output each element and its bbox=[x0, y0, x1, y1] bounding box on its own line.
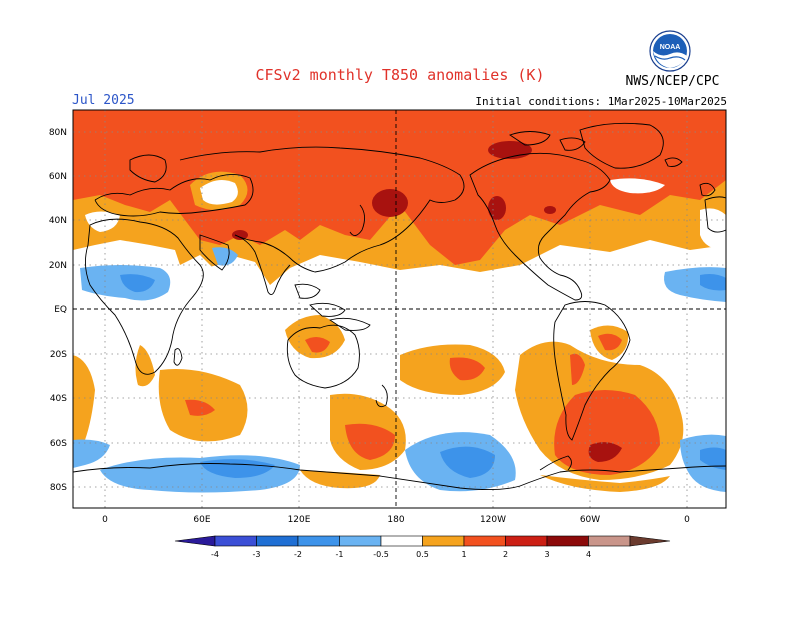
lon-label: 120E bbox=[288, 515, 311, 525]
svg-text:NOAA: NOAA bbox=[660, 44, 681, 51]
warm-region-north-strong bbox=[73, 110, 726, 265]
legend-swatch bbox=[174, 535, 216, 547]
lat-label: 60N bbox=[49, 172, 67, 182]
lat-label: 20S bbox=[50, 350, 67, 360]
warm-region-south-atlantic-strong bbox=[554, 390, 660, 475]
lat-label: 20N bbox=[49, 261, 67, 271]
legend-tick-label: -0.5 bbox=[373, 550, 389, 559]
legend-tick-label: 3 bbox=[544, 550, 549, 559]
legend-swatch bbox=[339, 535, 382, 547]
lon-axis: 0 60E 120E 180 120W 60W 0 bbox=[102, 515, 690, 525]
legend-swatch bbox=[297, 535, 340, 547]
color-legend: -4 -3 -2 -1 -0.5 0.5 1 2 3 4 bbox=[174, 535, 671, 559]
lat-label: 80N bbox=[49, 128, 67, 138]
legend-swatch bbox=[505, 535, 548, 547]
legend-swatch bbox=[546, 535, 589, 547]
lon-label: 120W bbox=[480, 515, 506, 525]
legend-tick-label: -4 bbox=[211, 550, 219, 559]
legend-tick-label: -3 bbox=[253, 550, 261, 559]
coastlines bbox=[73, 122, 726, 491]
lat-axis: 80N 60N 40N 20N EQ 20S 40S 60S 80S bbox=[49, 128, 67, 493]
reference-lines bbox=[73, 110, 726, 508]
legend-swatch bbox=[588, 535, 631, 547]
agency-label: NWS/NCEP/CPC bbox=[625, 74, 720, 89]
initial-conditions: Initial conditions: 1Mar2025-10Mar2025 bbox=[475, 95, 727, 108]
map-title: CFSv2 monthly T850 anomalies (K) bbox=[255, 66, 545, 84]
legend-tick-label: 2 bbox=[503, 550, 508, 559]
lon-label: 60E bbox=[193, 515, 210, 525]
legend-tick-label: 0.5 bbox=[416, 550, 429, 559]
lon-label: 0 bbox=[684, 515, 690, 525]
legend-swatch bbox=[380, 535, 423, 547]
lat-label: 40N bbox=[49, 216, 67, 226]
lon-label: 180 bbox=[387, 515, 404, 525]
legend-tick-label: -1 bbox=[336, 550, 344, 559]
noaa-logo-icon: NOAA bbox=[649, 30, 691, 72]
lat-label: 40S bbox=[50, 394, 67, 404]
plot-frame bbox=[72, 109, 727, 509]
anomaly-field bbox=[73, 110, 726, 508]
legend-swatch bbox=[463, 535, 506, 547]
lat-label: 80S bbox=[50, 483, 67, 493]
legend-tick-label: -2 bbox=[294, 550, 302, 559]
lat-label: 60S bbox=[50, 439, 67, 449]
legend-swatch bbox=[256, 535, 299, 547]
legend-tick-label: 4 bbox=[586, 550, 591, 559]
legend-swatch bbox=[214, 535, 257, 547]
legend-swatch bbox=[422, 535, 465, 547]
warm-region-peak bbox=[372, 189, 408, 217]
lon-label: 60W bbox=[580, 515, 600, 525]
forecast-month: Jul 2025 bbox=[72, 93, 135, 108]
lon-label: 0 bbox=[102, 515, 108, 525]
legend-tick-label: 1 bbox=[461, 550, 466, 559]
legend-swatch bbox=[629, 535, 671, 547]
lat-label: EQ bbox=[54, 305, 67, 315]
